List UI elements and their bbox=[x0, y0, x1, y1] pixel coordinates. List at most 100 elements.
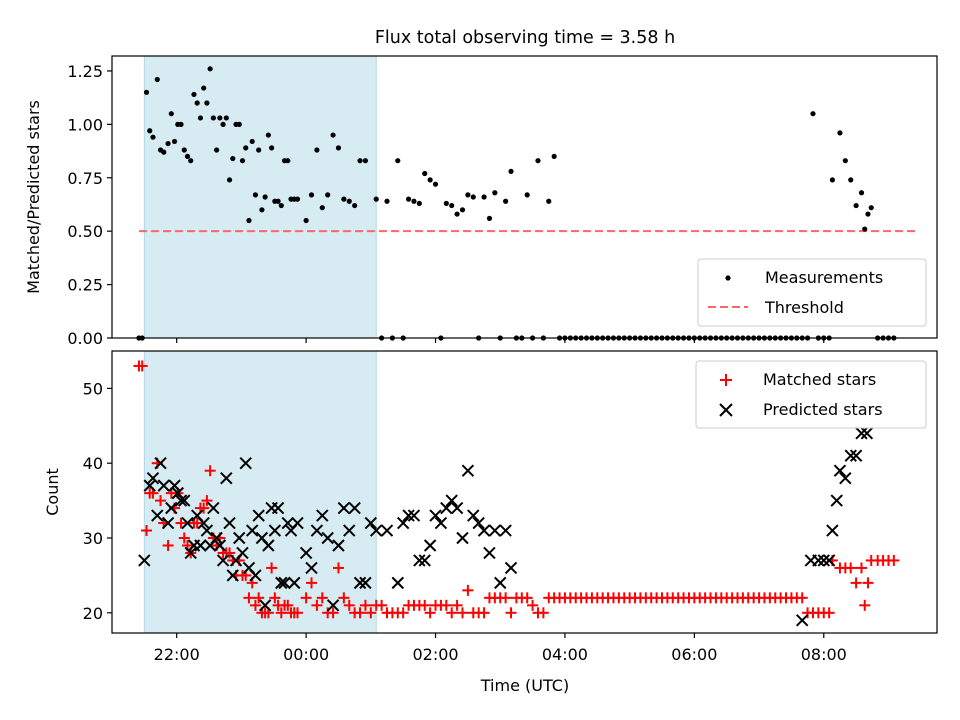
predicted-star-point bbox=[138, 554, 151, 567]
predicted-star-point bbox=[822, 554, 836, 567]
matched-star-point bbox=[456, 607, 468, 619]
matched-star-point bbox=[201, 495, 213, 507]
matched-star-point bbox=[446, 607, 458, 619]
predicted-star-point bbox=[450, 501, 464, 515]
chart-title: Flux total observing time = 3.58 h bbox=[375, 28, 675, 48]
matched-star-point bbox=[306, 577, 318, 589]
top-axes-frame bbox=[111, 55, 938, 339]
matched-star-point bbox=[462, 584, 474, 596]
predicted-star-point bbox=[499, 524, 512, 537]
predicted-star-point bbox=[467, 509, 480, 522]
matched-star-point bbox=[365, 607, 377, 619]
measurement-point bbox=[443, 200, 449, 207]
predicted-star-point bbox=[262, 539, 275, 552]
top-x-ticks bbox=[176, 338, 825, 343]
measurement-point bbox=[470, 194, 476, 200]
measurement-point bbox=[285, 158, 291, 164]
measurement-point bbox=[459, 207, 466, 213]
matched-star-point bbox=[266, 562, 278, 574]
measurement-point bbox=[143, 89, 150, 95]
bottom-y-ticks: 20 30 40 50 bbox=[83, 379, 112, 623]
matched-star-point bbox=[527, 599, 539, 611]
measurement-point bbox=[346, 198, 352, 204]
predicted-star-point bbox=[348, 501, 361, 515]
predicted-star-point bbox=[258, 599, 272, 612]
measurement-point bbox=[262, 194, 268, 200]
predicted-star-point bbox=[268, 524, 282, 537]
matched-star-point bbox=[162, 539, 174, 551]
measurement-point bbox=[265, 132, 271, 138]
measurement-point bbox=[465, 192, 471, 198]
measurement-point bbox=[341, 196, 347, 202]
matched-star-point bbox=[178, 532, 190, 544]
y-tick-label: 0.50 bbox=[67, 222, 103, 241]
predicted-star-point bbox=[423, 539, 437, 552]
measurement-point bbox=[330, 132, 336, 138]
measurement-point bbox=[303, 217, 309, 224]
measurement-point bbox=[551, 153, 557, 160]
y-tick-label: 1.25 bbox=[67, 62, 103, 81]
predicted-star-point bbox=[359, 576, 372, 590]
measurement-point bbox=[486, 215, 493, 221]
measurement-point bbox=[217, 115, 223, 121]
predicted-star-point bbox=[418, 554, 431, 567]
measurement-point bbox=[171, 138, 178, 145]
y-tick-label: 50 bbox=[83, 379, 103, 398]
measurement-point bbox=[357, 158, 363, 164]
predicted-star-point bbox=[168, 479, 181, 492]
predicted-star-point bbox=[326, 599, 340, 612]
predicted-star-point bbox=[461, 464, 475, 477]
measurement-point bbox=[188, 158, 194, 164]
matched-star-point bbox=[397, 607, 409, 619]
predicted-star-point bbox=[154, 456, 167, 470]
predicted-star-point bbox=[236, 546, 249, 560]
measurement-point bbox=[308, 192, 315, 198]
predicted-star-point bbox=[380, 524, 394, 537]
predicted-star-point bbox=[488, 524, 502, 537]
matched-star-point bbox=[204, 465, 216, 477]
predicted-star-point bbox=[795, 614, 809, 627]
legend-label-threshold: Threshold bbox=[764, 298, 844, 317]
predicted-star-point bbox=[413, 554, 426, 567]
measurement-point bbox=[492, 190, 498, 196]
predicted-star-point bbox=[161, 516, 175, 530]
measurement-point bbox=[837, 130, 843, 136]
y-tick-label: 0.25 bbox=[67, 276, 103, 295]
matched-star-point bbox=[856, 562, 868, 574]
matched-star-point bbox=[419, 599, 431, 611]
predicted-star-point bbox=[178, 494, 191, 507]
predicted-star-point bbox=[343, 524, 356, 537]
matched-star-point bbox=[243, 592, 255, 604]
matched-star-point bbox=[859, 599, 871, 611]
measurement-point bbox=[319, 205, 325, 211]
measurement-point bbox=[524, 192, 530, 198]
bottom-legend: Matched stars Predicted stars bbox=[695, 360, 927, 429]
predicted-star-point bbox=[220, 471, 233, 485]
measurement-point bbox=[246, 217, 252, 224]
measurement-point bbox=[226, 177, 233, 183]
matched-star-point bbox=[451, 599, 463, 611]
predicted-star-point bbox=[445, 494, 458, 507]
measurement-point bbox=[858, 190, 865, 196]
predicted-star-point bbox=[855, 427, 868, 440]
matched-star-point bbox=[796, 592, 808, 604]
predicted-star-point bbox=[143, 479, 156, 492]
predicted-star-point bbox=[337, 501, 351, 515]
matched-star-point bbox=[191, 517, 203, 529]
top-observing-window bbox=[143, 55, 377, 339]
x-tick-label: 04:00 bbox=[542, 645, 588, 664]
measurement-point bbox=[150, 134, 156, 140]
predicted-star-point bbox=[151, 509, 164, 522]
measurement-point bbox=[178, 121, 184, 127]
x-tick-label: 08:00 bbox=[801, 645, 847, 664]
predicted-star-point bbox=[223, 516, 236, 530]
predicted-star-point bbox=[213, 539, 227, 552]
matched-star-point bbox=[862, 577, 874, 589]
matched-star-point bbox=[311, 599, 323, 611]
predicted-star-point bbox=[275, 576, 288, 590]
measurement-point bbox=[249, 138, 255, 145]
measurement-point bbox=[194, 100, 200, 106]
predicted-star-point bbox=[194, 539, 207, 552]
measurement-point bbox=[223, 115, 229, 121]
